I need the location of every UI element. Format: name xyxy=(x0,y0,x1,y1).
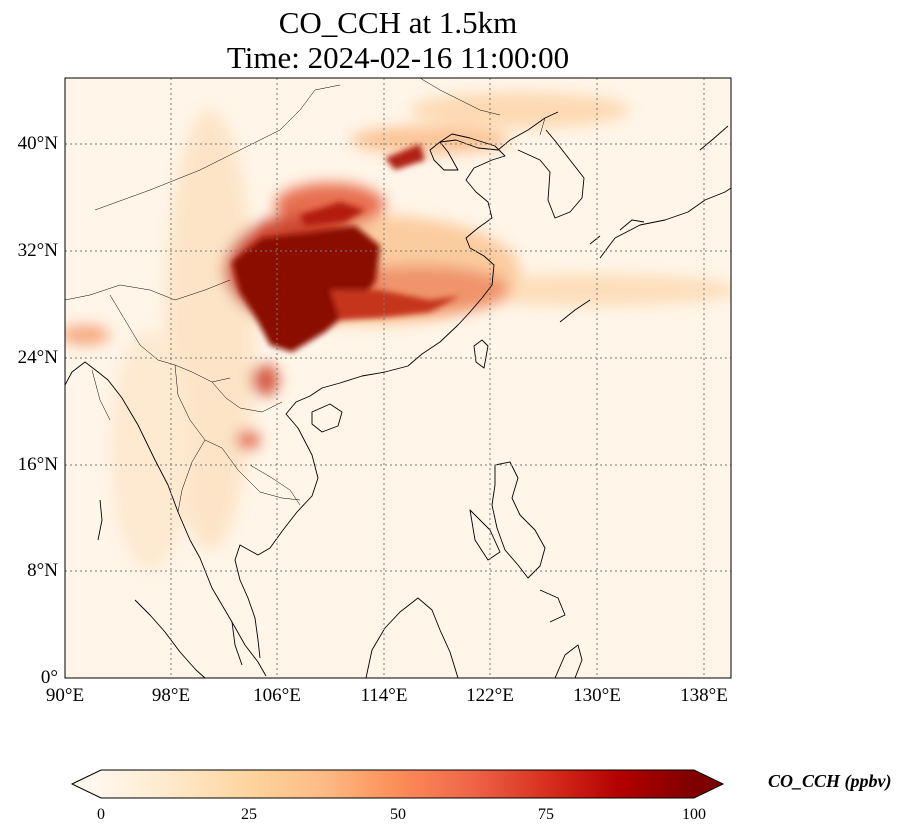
colorbar-extend-max xyxy=(694,770,723,798)
coastline-asia-mainland xyxy=(65,111,585,677)
coastline-japan xyxy=(559,125,731,323)
lat-tick-label: 40°N xyxy=(17,133,58,154)
colorbar-gradient xyxy=(101,770,694,798)
colorbar-outline xyxy=(70,769,725,799)
coastline-hainan xyxy=(311,403,343,433)
coastlines xyxy=(65,111,731,678)
coastline-philippines xyxy=(469,461,566,623)
coastline-sumatra-malaya xyxy=(134,599,243,678)
colorbar xyxy=(70,769,725,799)
lon-tick-label: 130°E xyxy=(573,685,621,706)
map-frame xyxy=(64,77,732,679)
lon-tick-label: 138°E xyxy=(680,685,728,706)
concentration-field xyxy=(65,92,731,570)
coastline-sulawesi xyxy=(554,644,583,678)
colorbar-label: CO_CCH (ppbv) xyxy=(768,771,892,791)
coastline-andaman xyxy=(97,499,103,541)
lon-tick-label: 114°E xyxy=(360,685,408,706)
lon-tick-label: 90°E xyxy=(45,685,85,706)
lat-tick-label: 32°N xyxy=(17,240,58,261)
title-line-1: CO_CCH at 1.5km xyxy=(278,5,518,40)
lat-tick-label: 8°N xyxy=(27,560,58,581)
colorbar-tick-label: 75 xyxy=(538,806,554,823)
lat-tick-label: 24°N xyxy=(17,347,58,368)
colorbar-extend-min xyxy=(72,770,101,798)
lon-tick-label: 98°E xyxy=(151,685,191,706)
country-borders xyxy=(65,78,546,513)
gridlines xyxy=(65,78,731,678)
lon-tick-label: 122°E xyxy=(466,685,514,706)
coastline-taiwan xyxy=(473,339,489,369)
lon-tick-label: 106°E xyxy=(253,685,301,706)
colorbar-tick-label: 25 xyxy=(241,806,257,823)
coastline-borneo xyxy=(365,597,459,678)
colorbar-tick-label: 0 xyxy=(97,806,105,823)
colorbar-tick-label: 100 xyxy=(682,806,706,823)
title-line-2: Time: 2024-02-16 11:00:00 xyxy=(226,40,570,75)
lat-tick-label: 16°N xyxy=(17,454,58,475)
colorbar-tick-label: 50 xyxy=(390,806,406,823)
lat-tick-label: 0° xyxy=(40,667,58,688)
